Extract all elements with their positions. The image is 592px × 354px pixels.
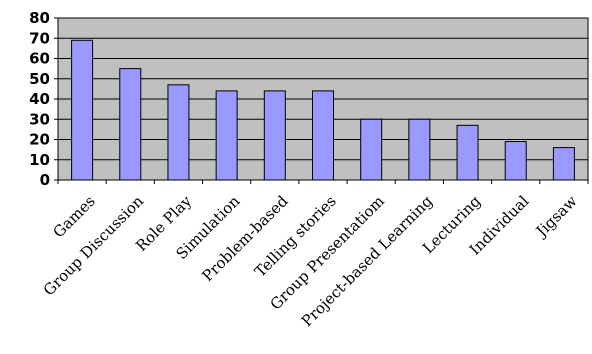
x-tick-label: Jigsaw [531, 192, 581, 242]
y-tick-label: 30 [29, 110, 50, 128]
y-tick-label: 70 [29, 29, 50, 47]
bar-individual [504, 141, 527, 181]
bar-role-play [167, 84, 190, 181]
y-tick-label: 10 [29, 151, 50, 169]
y-tick-label: 20 [29, 131, 50, 149]
bar-telling-stories [312, 90, 334, 181]
bar-group-presentatiom [360, 118, 383, 181]
y-tick-label: 40 [29, 90, 50, 108]
x-axis-ticks [57, 180, 589, 184]
bar-jigsaw [552, 147, 575, 181]
y-axis-tick-labels: 0 10 20 30 40 50 60 70 80 [29, 9, 50, 189]
bar-simulation [215, 90, 238, 181]
bar-group-discussion [119, 68, 142, 181]
y-tick-label: 0 [40, 171, 50, 189]
y-tick-label: 80 [29, 9, 50, 27]
bar-games [71, 39, 94, 181]
bars [71, 39, 575, 181]
y-tick-label: 60 [29, 50, 50, 68]
bar-problem-based [263, 90, 286, 181]
bar-project-based-learning [408, 118, 431, 181]
bar-lecturing [456, 124, 479, 181]
y-tick-label: 50 [29, 70, 50, 88]
gridlines [58, 37, 588, 161]
y-axis-ticks [54, 17, 58, 181]
x-tick-label: Problem-based [199, 192, 292, 285]
